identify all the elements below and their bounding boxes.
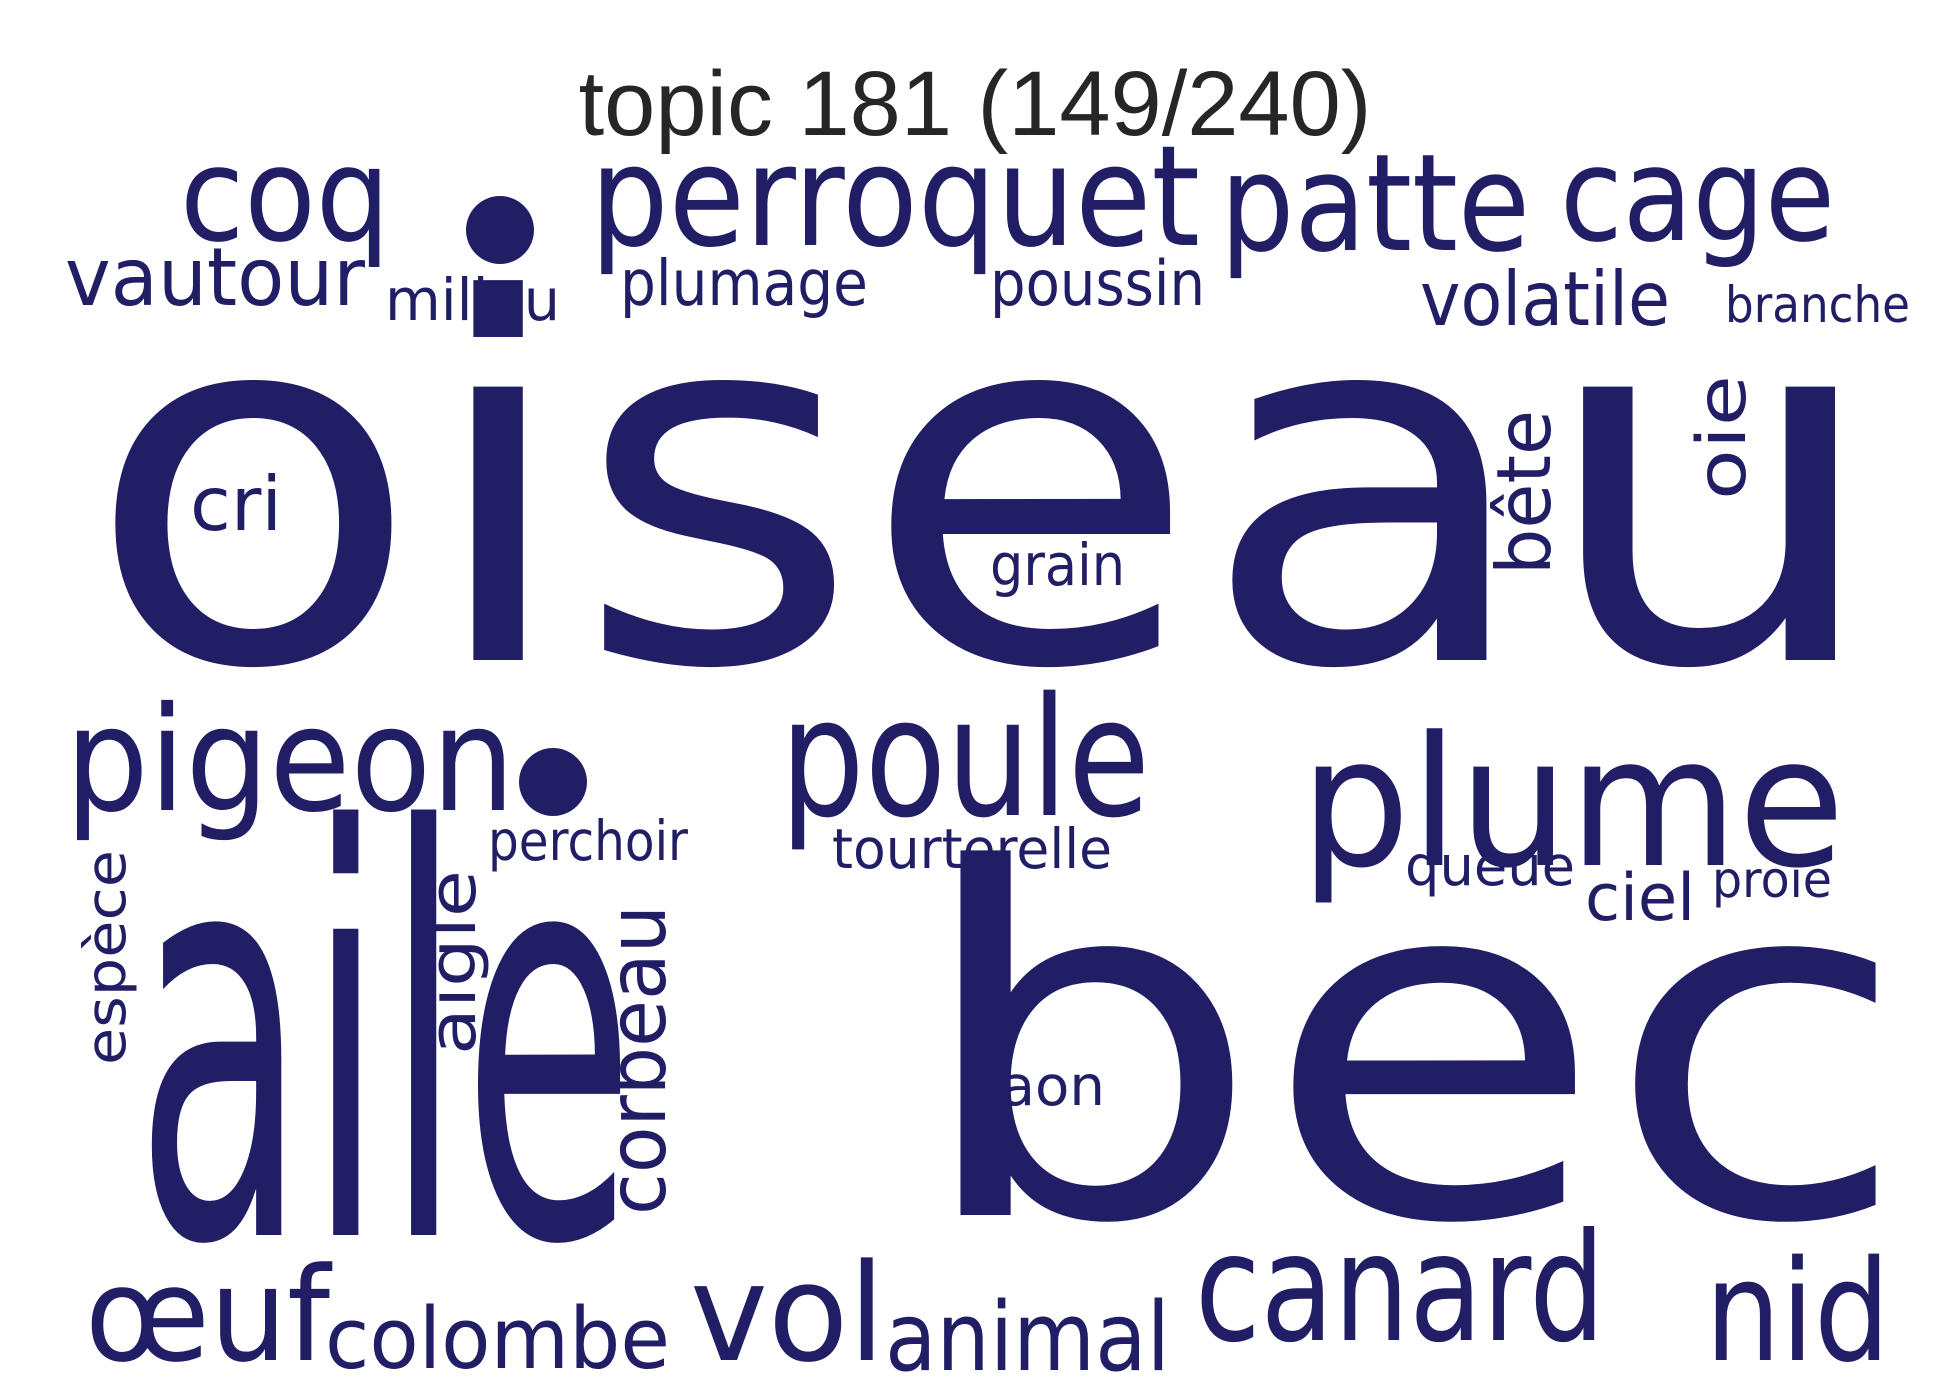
dot-mark-1 xyxy=(519,748,587,816)
word-25: espèce xyxy=(74,850,138,1065)
word-11: milieu xyxy=(385,266,560,334)
dot-mark-0 xyxy=(466,196,534,264)
word-28: paon xyxy=(965,1054,1105,1118)
word-31: vol xyxy=(690,1235,885,1392)
wordcloud-title: topic 181 (149/240) xyxy=(578,53,1372,155)
word-12: plumage xyxy=(620,247,868,320)
word-18: bête xyxy=(1480,410,1568,575)
word-23: ciel xyxy=(1585,861,1695,936)
word-15: branche xyxy=(1725,276,1910,334)
word-32: animal xyxy=(885,1283,1170,1393)
word-10: vautour xyxy=(65,231,365,324)
word-22: queue xyxy=(1405,834,1575,898)
word-30: colombe xyxy=(325,1290,670,1389)
word-3: pigeon xyxy=(65,676,515,845)
word-29: œuf xyxy=(85,1239,333,1391)
word-5: plume xyxy=(1300,699,1845,908)
word-4: poule xyxy=(780,662,1150,854)
word-27: corbeau xyxy=(591,905,684,1215)
word-6: coq xyxy=(180,119,390,271)
word-19: oie xyxy=(1683,375,1762,500)
word-21: tourterelle xyxy=(832,817,1112,881)
word-13: poussin xyxy=(990,247,1205,320)
word-26: aigle xyxy=(416,870,491,1055)
word-20: perchoir xyxy=(488,809,688,873)
word-16: cri xyxy=(190,460,282,548)
word-9: cage xyxy=(1560,119,1835,271)
word-2: bec xyxy=(910,770,1910,1329)
word-17: grain xyxy=(990,531,1125,599)
word-34: nid xyxy=(1705,1231,1890,1394)
word-24: proie xyxy=(1712,851,1832,909)
word-14: volatile xyxy=(1420,255,1670,343)
word-8: patte xyxy=(1220,125,1530,282)
word-33: canard xyxy=(1195,1202,1605,1376)
word-1: aile xyxy=(135,716,635,1368)
word-0: oiseau xyxy=(85,196,1885,778)
word-7: perroquet xyxy=(590,116,1200,279)
